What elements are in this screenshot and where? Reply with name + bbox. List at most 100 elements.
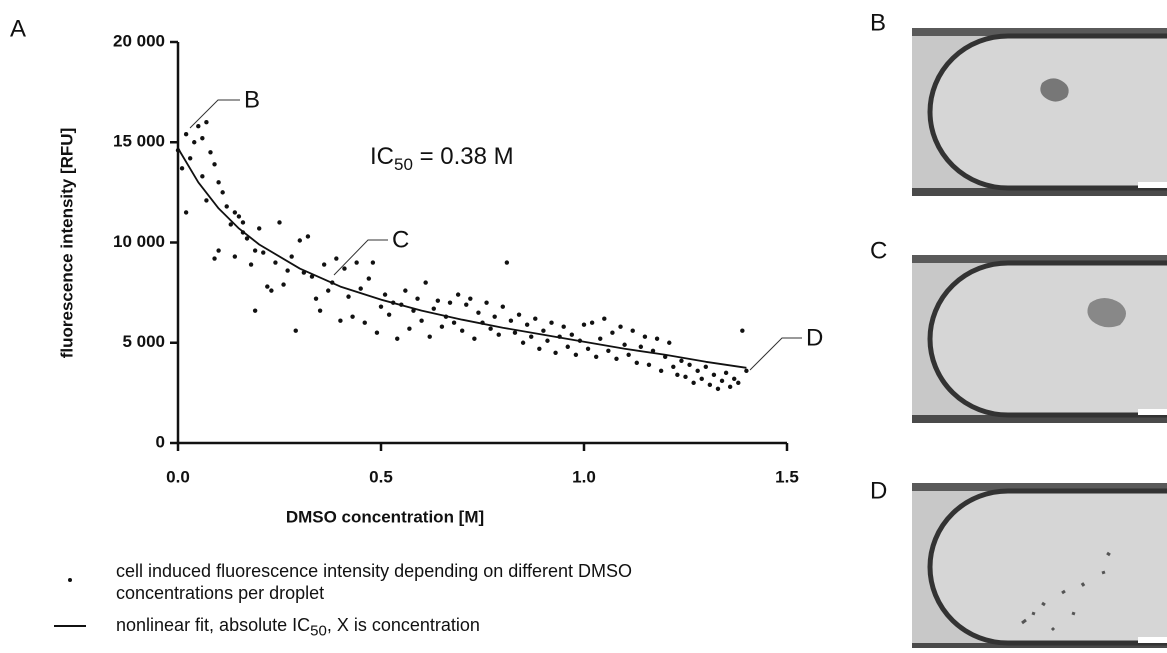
legend-text: nonlinear fit, absolute IC50, X is conce… xyxy=(116,614,686,643)
point xyxy=(187,156,193,161)
point xyxy=(638,344,644,349)
point xyxy=(650,348,656,353)
point xyxy=(350,314,355,319)
x-tick-label: 0.0 xyxy=(166,467,190,486)
point xyxy=(354,260,359,265)
legend-text-sub: 50 xyxy=(310,622,327,640)
point xyxy=(610,330,615,335)
point xyxy=(675,372,680,378)
ic50-rest: = 0.38 M xyxy=(413,143,514,170)
point xyxy=(451,320,457,325)
y-tick-label: 5 000 xyxy=(122,332,165,351)
point xyxy=(240,220,246,225)
point xyxy=(732,376,737,382)
point xyxy=(252,308,258,313)
point xyxy=(492,314,497,319)
point xyxy=(395,336,400,341)
point xyxy=(338,318,343,323)
point xyxy=(699,376,704,382)
point xyxy=(216,248,221,253)
point xyxy=(407,326,412,331)
point xyxy=(671,364,676,370)
ic50-main: IC xyxy=(370,143,394,170)
callout-label: C xyxy=(392,226,409,253)
point xyxy=(179,166,185,171)
point xyxy=(545,338,550,343)
image-label: B xyxy=(870,9,886,36)
x-axis-title: DMSO concentration [M] xyxy=(286,507,484,526)
point xyxy=(500,304,505,309)
droplet-image xyxy=(912,483,1167,648)
point xyxy=(269,288,274,293)
point xyxy=(537,346,542,351)
point xyxy=(683,374,688,380)
point xyxy=(382,292,388,297)
point xyxy=(630,328,635,333)
point xyxy=(346,294,351,299)
x-tick-label: 1.0 xyxy=(572,467,596,486)
x-tick-label: 1.5 xyxy=(775,467,799,486)
ic50-sub: 50 xyxy=(394,155,413,174)
point xyxy=(634,360,639,365)
point xyxy=(220,190,225,195)
point xyxy=(589,320,595,325)
point xyxy=(435,298,441,303)
point xyxy=(366,276,372,281)
point xyxy=(744,368,749,374)
point xyxy=(606,348,611,353)
point xyxy=(257,226,262,231)
point xyxy=(374,330,380,335)
point xyxy=(646,362,652,368)
point xyxy=(533,316,538,321)
point xyxy=(261,250,266,255)
legend-text-main: nonlinear fit, absolute IC xyxy=(116,615,311,635)
point xyxy=(244,236,250,241)
point xyxy=(196,124,201,129)
point xyxy=(679,358,684,363)
y-tick-label: 0 xyxy=(156,432,165,451)
point xyxy=(468,296,473,301)
point xyxy=(626,352,631,357)
point xyxy=(715,386,721,392)
point xyxy=(549,320,554,325)
point xyxy=(565,344,570,349)
point xyxy=(488,326,493,331)
point xyxy=(419,318,424,323)
point xyxy=(719,378,725,384)
fit-line xyxy=(177,147,747,369)
x-tick-label: 0.5 xyxy=(369,467,393,486)
point xyxy=(273,260,278,265)
point xyxy=(289,254,294,259)
point xyxy=(508,318,514,323)
image-label: C xyxy=(870,237,887,264)
point xyxy=(740,328,745,333)
point xyxy=(423,280,428,285)
droplet-image xyxy=(912,255,1167,423)
callout-label: B xyxy=(244,86,260,113)
point xyxy=(569,332,575,337)
y-tick-label: 15 000 xyxy=(113,132,165,151)
images: B C D xyxy=(870,9,1167,648)
point xyxy=(504,260,510,265)
point xyxy=(252,248,258,253)
point xyxy=(529,334,534,339)
point xyxy=(232,210,238,215)
point xyxy=(378,304,384,309)
point xyxy=(236,214,242,219)
point xyxy=(427,334,432,339)
point xyxy=(642,334,648,339)
point xyxy=(707,382,713,388)
point xyxy=(204,198,209,203)
point xyxy=(386,312,392,317)
point xyxy=(512,330,518,335)
point xyxy=(516,312,522,317)
point xyxy=(342,266,347,271)
point xyxy=(297,238,302,243)
point xyxy=(439,324,445,329)
point xyxy=(472,336,477,341)
droplet-image xyxy=(912,28,1167,196)
point xyxy=(723,370,729,376)
point xyxy=(334,256,339,261)
